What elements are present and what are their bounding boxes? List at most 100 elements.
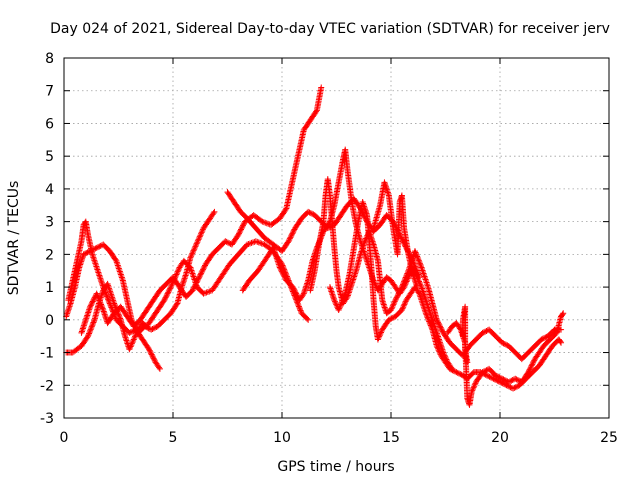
data-point <box>527 363 534 370</box>
data-point <box>507 378 514 385</box>
y-tick-label: 6 <box>45 116 54 132</box>
data-point <box>374 336 381 343</box>
data-point <box>127 343 134 350</box>
data-point <box>147 350 154 357</box>
data-point <box>559 311 566 318</box>
data-point <box>403 271 410 278</box>
x-tick-label: 25 <box>600 430 618 446</box>
data-point <box>400 304 407 311</box>
data-point <box>479 369 486 376</box>
series-arc11 <box>459 303 471 366</box>
data-point <box>258 240 265 247</box>
data-point <box>239 223 246 230</box>
data-point <box>191 283 198 290</box>
data-point <box>390 301 397 308</box>
data-point <box>112 256 119 263</box>
data-point <box>393 294 400 301</box>
data-point <box>89 299 96 306</box>
data-point <box>129 339 136 346</box>
data-point <box>104 295 111 301</box>
chart-title: Day 024 of 2021, Sidereal Day-to-day VTE… <box>50 21 610 37</box>
y-tick-label: 3 <box>45 215 54 231</box>
data-point <box>291 288 298 295</box>
data-point <box>202 262 209 269</box>
data-point <box>331 298 338 305</box>
data-point <box>398 307 405 313</box>
data-point <box>388 315 395 322</box>
data-point <box>403 273 410 280</box>
data-point <box>294 300 301 307</box>
data-point <box>332 299 339 306</box>
data-point <box>391 299 398 306</box>
data-point <box>292 289 299 296</box>
data-point <box>101 286 108 293</box>
data-point <box>307 210 314 217</box>
data-point <box>190 286 197 293</box>
data-point <box>144 324 151 331</box>
data-point <box>400 302 407 309</box>
data-point <box>223 238 230 245</box>
series-arc3 <box>65 218 163 372</box>
data-point <box>189 249 196 256</box>
data-point <box>107 303 114 310</box>
data-point <box>206 288 213 295</box>
data-point <box>399 281 406 288</box>
data-point <box>438 325 445 332</box>
data-point <box>395 290 402 297</box>
data-point <box>93 244 100 251</box>
data-point <box>293 290 300 297</box>
data-point <box>340 296 347 303</box>
y-tick-label: -3 <box>40 411 54 427</box>
data-point <box>435 345 442 352</box>
data-point <box>279 269 286 276</box>
data-point <box>514 383 521 390</box>
data-point <box>423 311 430 318</box>
data-point <box>195 275 202 282</box>
data-point <box>507 384 514 391</box>
data-point <box>503 341 510 348</box>
data-point <box>470 384 477 391</box>
data-point <box>196 274 203 281</box>
data-point <box>149 354 156 361</box>
data-point <box>88 323 95 330</box>
data-point <box>89 320 96 327</box>
data-point <box>193 279 200 286</box>
data-point <box>85 331 92 338</box>
data-point <box>304 315 311 322</box>
data-point <box>433 316 440 323</box>
data-point <box>191 244 198 251</box>
y-tick-label: -2 <box>40 378 54 394</box>
data-point <box>240 221 247 228</box>
data-point <box>510 385 517 392</box>
data-point <box>175 267 182 274</box>
data-point <box>449 367 456 374</box>
data-point <box>168 282 175 289</box>
data-point <box>499 375 506 382</box>
data-point <box>260 219 267 226</box>
data-point <box>480 368 487 375</box>
data-point <box>190 247 197 254</box>
data-point <box>503 377 510 384</box>
data-point <box>280 271 287 277</box>
x-axis-label: GPS time / hours <box>277 459 394 475</box>
data-point <box>199 227 206 234</box>
data-point <box>194 237 201 244</box>
data-point <box>482 367 489 374</box>
data-point <box>412 249 419 256</box>
x-tick-label: 5 <box>169 430 178 446</box>
data-point <box>495 373 502 380</box>
data-point <box>188 251 195 258</box>
data-point <box>341 292 348 298</box>
data-point <box>281 273 288 280</box>
data-point <box>485 373 492 380</box>
data-point <box>388 307 394 313</box>
data-point <box>435 320 442 327</box>
data-point <box>293 291 300 298</box>
x-tick-label: 20 <box>491 430 509 446</box>
data-point <box>194 276 201 283</box>
data-point <box>161 295 168 302</box>
data-point <box>376 333 383 340</box>
data-point <box>396 289 403 296</box>
data-point <box>189 250 196 257</box>
data-point <box>239 222 246 229</box>
